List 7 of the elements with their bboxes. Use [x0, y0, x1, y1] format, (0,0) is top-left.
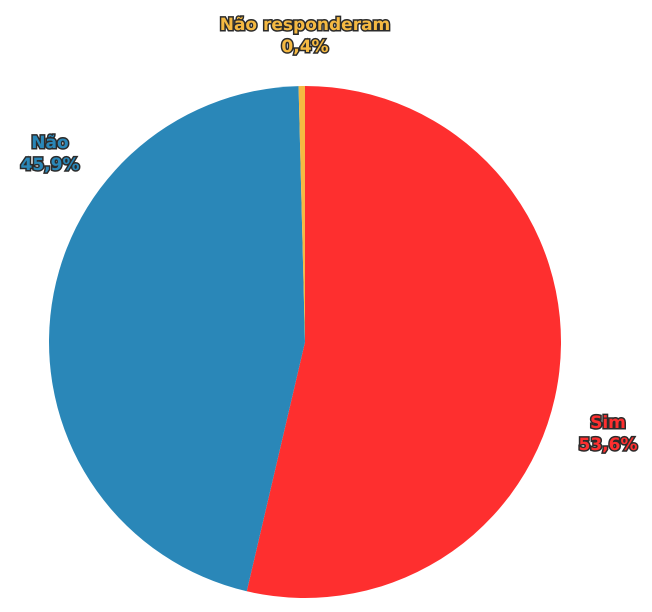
slice-label: Sim	[590, 413, 626, 433]
data-label: 53,6%	[578, 435, 638, 455]
pie-slice	[246, 86, 561, 598]
slice-label: Não	[31, 133, 69, 153]
slice-label: Não responderam	[220, 15, 390, 35]
data-label: 0,4%	[281, 37, 329, 57]
data-label: 45,9%	[20, 155, 80, 175]
